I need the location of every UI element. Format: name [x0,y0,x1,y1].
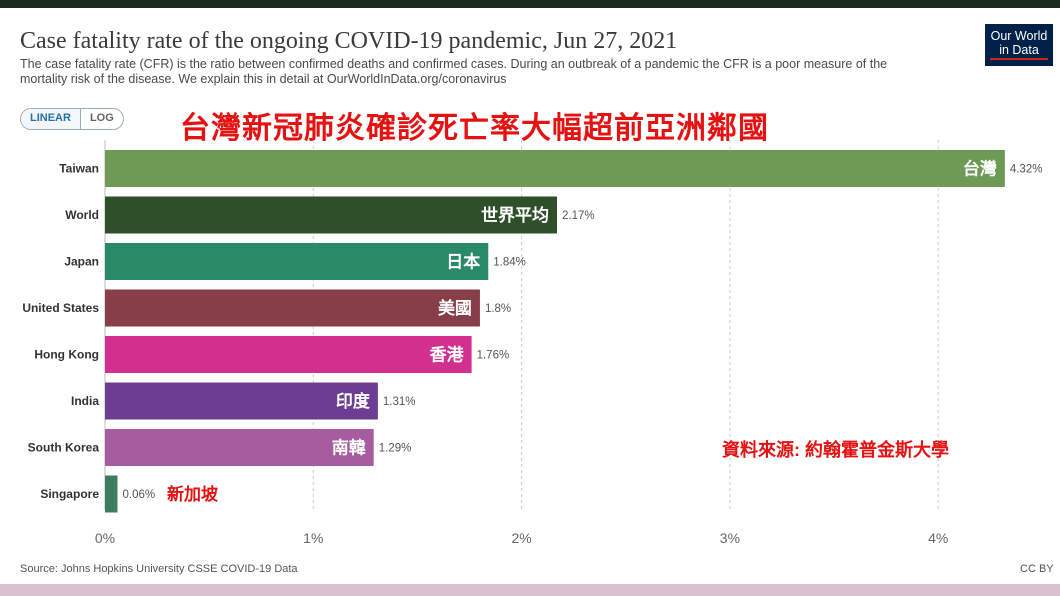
chart-title: Case fatality rate of the ongoing COVID-… [20,28,678,54]
footer-source[interactable]: Source: Johns Hopkins University CSSE CO… [20,563,298,575]
value-label: 1.76% [477,350,510,362]
category-label: South Korea [28,441,100,455]
x-tick-label: 1% [303,530,323,546]
overlay-headline: 台灣新冠肺炎確診死亡率大幅超前亞洲鄰國 [180,112,769,145]
bar [105,150,1005,187]
chart-subtitle: The case fatality rate (CFR) is the rati… [20,57,888,86]
value-label: 1.29% [379,443,412,455]
logo-line-1: Our World [990,29,1048,43]
value-label: 1.31% [383,396,416,408]
linear-scale-button[interactable]: LINEAR [21,109,81,129]
x-tick-label: 0% [95,530,115,546]
bar [105,289,480,327]
bar-annotation: 印度 [336,391,371,411]
bar [105,429,374,466]
category-label: India [71,394,99,408]
bar [105,475,118,513]
bar-annotation: 日本 [446,252,480,272]
bar-annotation: 南韓 [332,438,366,458]
category-label: Hong Kong [34,348,99,362]
singapore-annotation: 新加坡 [167,484,218,504]
value-label: 4.32% [1010,164,1043,176]
value-label: 1.84% [493,257,526,269]
bar-annotation: 美國 [438,298,472,318]
value-label: 0.06% [122,489,155,501]
top-strip [0,0,1060,8]
bar-chart: 0% 1% 2% 3% 4% Taiwan 4.32% 台灣 World 2.17% 世界平均 Jap… [22,140,1043,546]
x-tick-label: 3% [720,530,740,546]
footer-license[interactable]: CC BY [1020,563,1054,575]
value-label: 2.17% [562,210,595,222]
log-scale-button[interactable]: LOG [89,112,114,124]
x-tick-label: 4% [928,530,948,546]
category-label: United States [22,301,99,315]
bar-annotation: 世界平均 [481,205,549,225]
bar-annotation: 台灣 [963,159,997,179]
bar [105,196,558,234]
bar [105,382,378,420]
category-label: World [65,208,99,222]
bar [105,243,489,280]
bar-annotation: 香港 [430,345,465,365]
x-tick-label: 2% [511,530,531,546]
logo-line-2: in Data [999,43,1039,57]
logo-accent-rule [990,58,1048,60]
category-label: Singapore [40,487,99,501]
category-label: Japan [64,255,99,269]
value-label: 1.8% [485,303,511,315]
overlay-source-note: 資料來源: 約翰霍普金斯大學 [722,440,949,460]
scale-toggle[interactable]: LINEAR LOG [20,108,124,130]
category-label: Taiwan [59,162,99,176]
bar [105,336,472,373]
bottom-strip [0,584,1060,596]
